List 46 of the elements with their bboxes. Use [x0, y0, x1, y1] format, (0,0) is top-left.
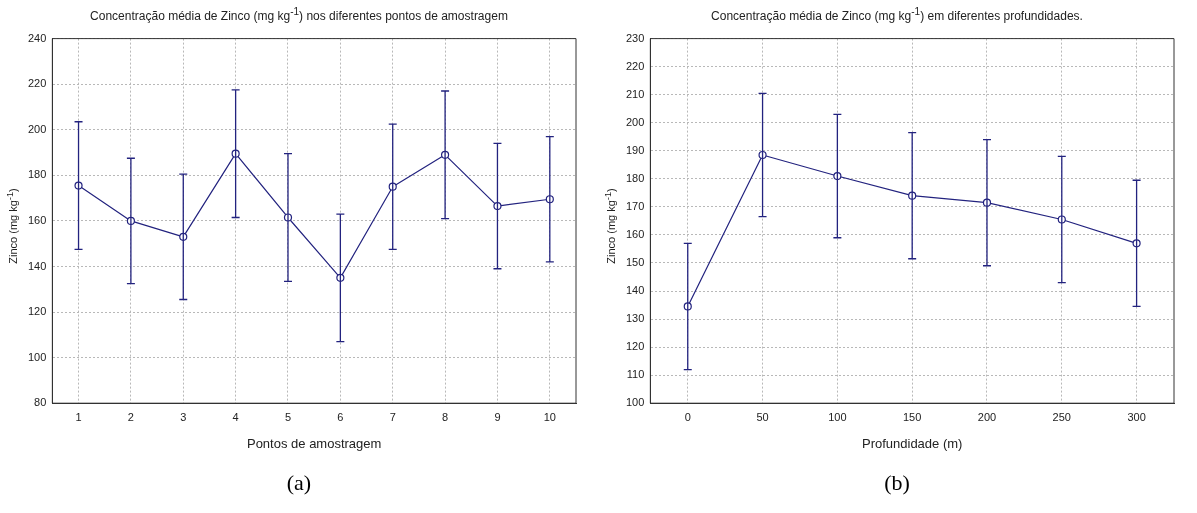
y-tick-label: 80	[34, 396, 47, 409]
text: (b)	[883, 470, 911, 496]
x-tick-label: 150	[903, 410, 922, 423]
x-tick-label: 7	[389, 410, 396, 423]
y-tick-label: 130	[625, 312, 645, 325]
y-tick-label: 120	[27, 305, 47, 318]
y-tick-label: 220	[625, 59, 645, 72]
x-tick-label: 6	[337, 410, 344, 423]
x-tick-label: 0	[684, 410, 691, 423]
y-tick-label: 120	[625, 340, 645, 353]
y-tick-label: 140	[27, 259, 47, 272]
y-tick-label: 100	[625, 396, 645, 409]
x-tick-label: 3	[180, 410, 187, 423]
x-tick-label: 9	[494, 410, 501, 423]
y-tick-label: 170	[625, 199, 645, 212]
x-tick-label: 50	[756, 410, 769, 423]
chart-title: Concentração média de Zinco (mg kg$^{-1}$) nos diferentes pontos de amostragem	[89, 6, 509, 23]
x-tick-label: 10	[543, 410, 556, 423]
y-tick-label: 110	[626, 368, 645, 381]
x-axis-title: Pontos de amostragem	[246, 435, 382, 451]
x-tick-label: 300	[1127, 410, 1146, 423]
x-tick-label: 250	[1052, 410, 1071, 423]
y-tick-label: 160	[27, 213, 47, 226]
x-axis-title: Profundidade (m)	[861, 435, 963, 451]
chart-title: Concentração média de Zinco (mg kg$^{-1}$) em diferentes profundidades.	[710, 6, 1084, 23]
x-tick-label: 2	[127, 410, 134, 423]
y-tick-label: 240	[27, 31, 47, 44]
y-tick-label: 230	[625, 31, 645, 44]
y-tick-label: 180	[625, 171, 645, 184]
y-tick-label: 150	[625, 256, 645, 268]
y-tick-label: 140	[625, 284, 645, 297]
x-tick-label: 100	[828, 410, 847, 423]
y-tick-label: 200	[27, 122, 47, 135]
text: (a)	[285, 470, 313, 496]
y-tick-label: 220	[27, 77, 47, 90]
x-tick-label: 200	[977, 410, 997, 423]
x-tick-label: 5	[284, 410, 292, 423]
y-tick-label: 210	[625, 87, 645, 100]
x-tick-label: 4	[232, 410, 239, 423]
x-tick-label: 1	[75, 410, 82, 423]
y-tick-label: 200	[625, 115, 645, 128]
y-tick-label: 190	[625, 143, 645, 156]
x-tick-label: 8	[442, 410, 449, 423]
y-tick-label: 160	[625, 227, 645, 240]
y-tick-label: 100	[27, 350, 47, 363]
y-tick-label: 180	[27, 168, 47, 181]
